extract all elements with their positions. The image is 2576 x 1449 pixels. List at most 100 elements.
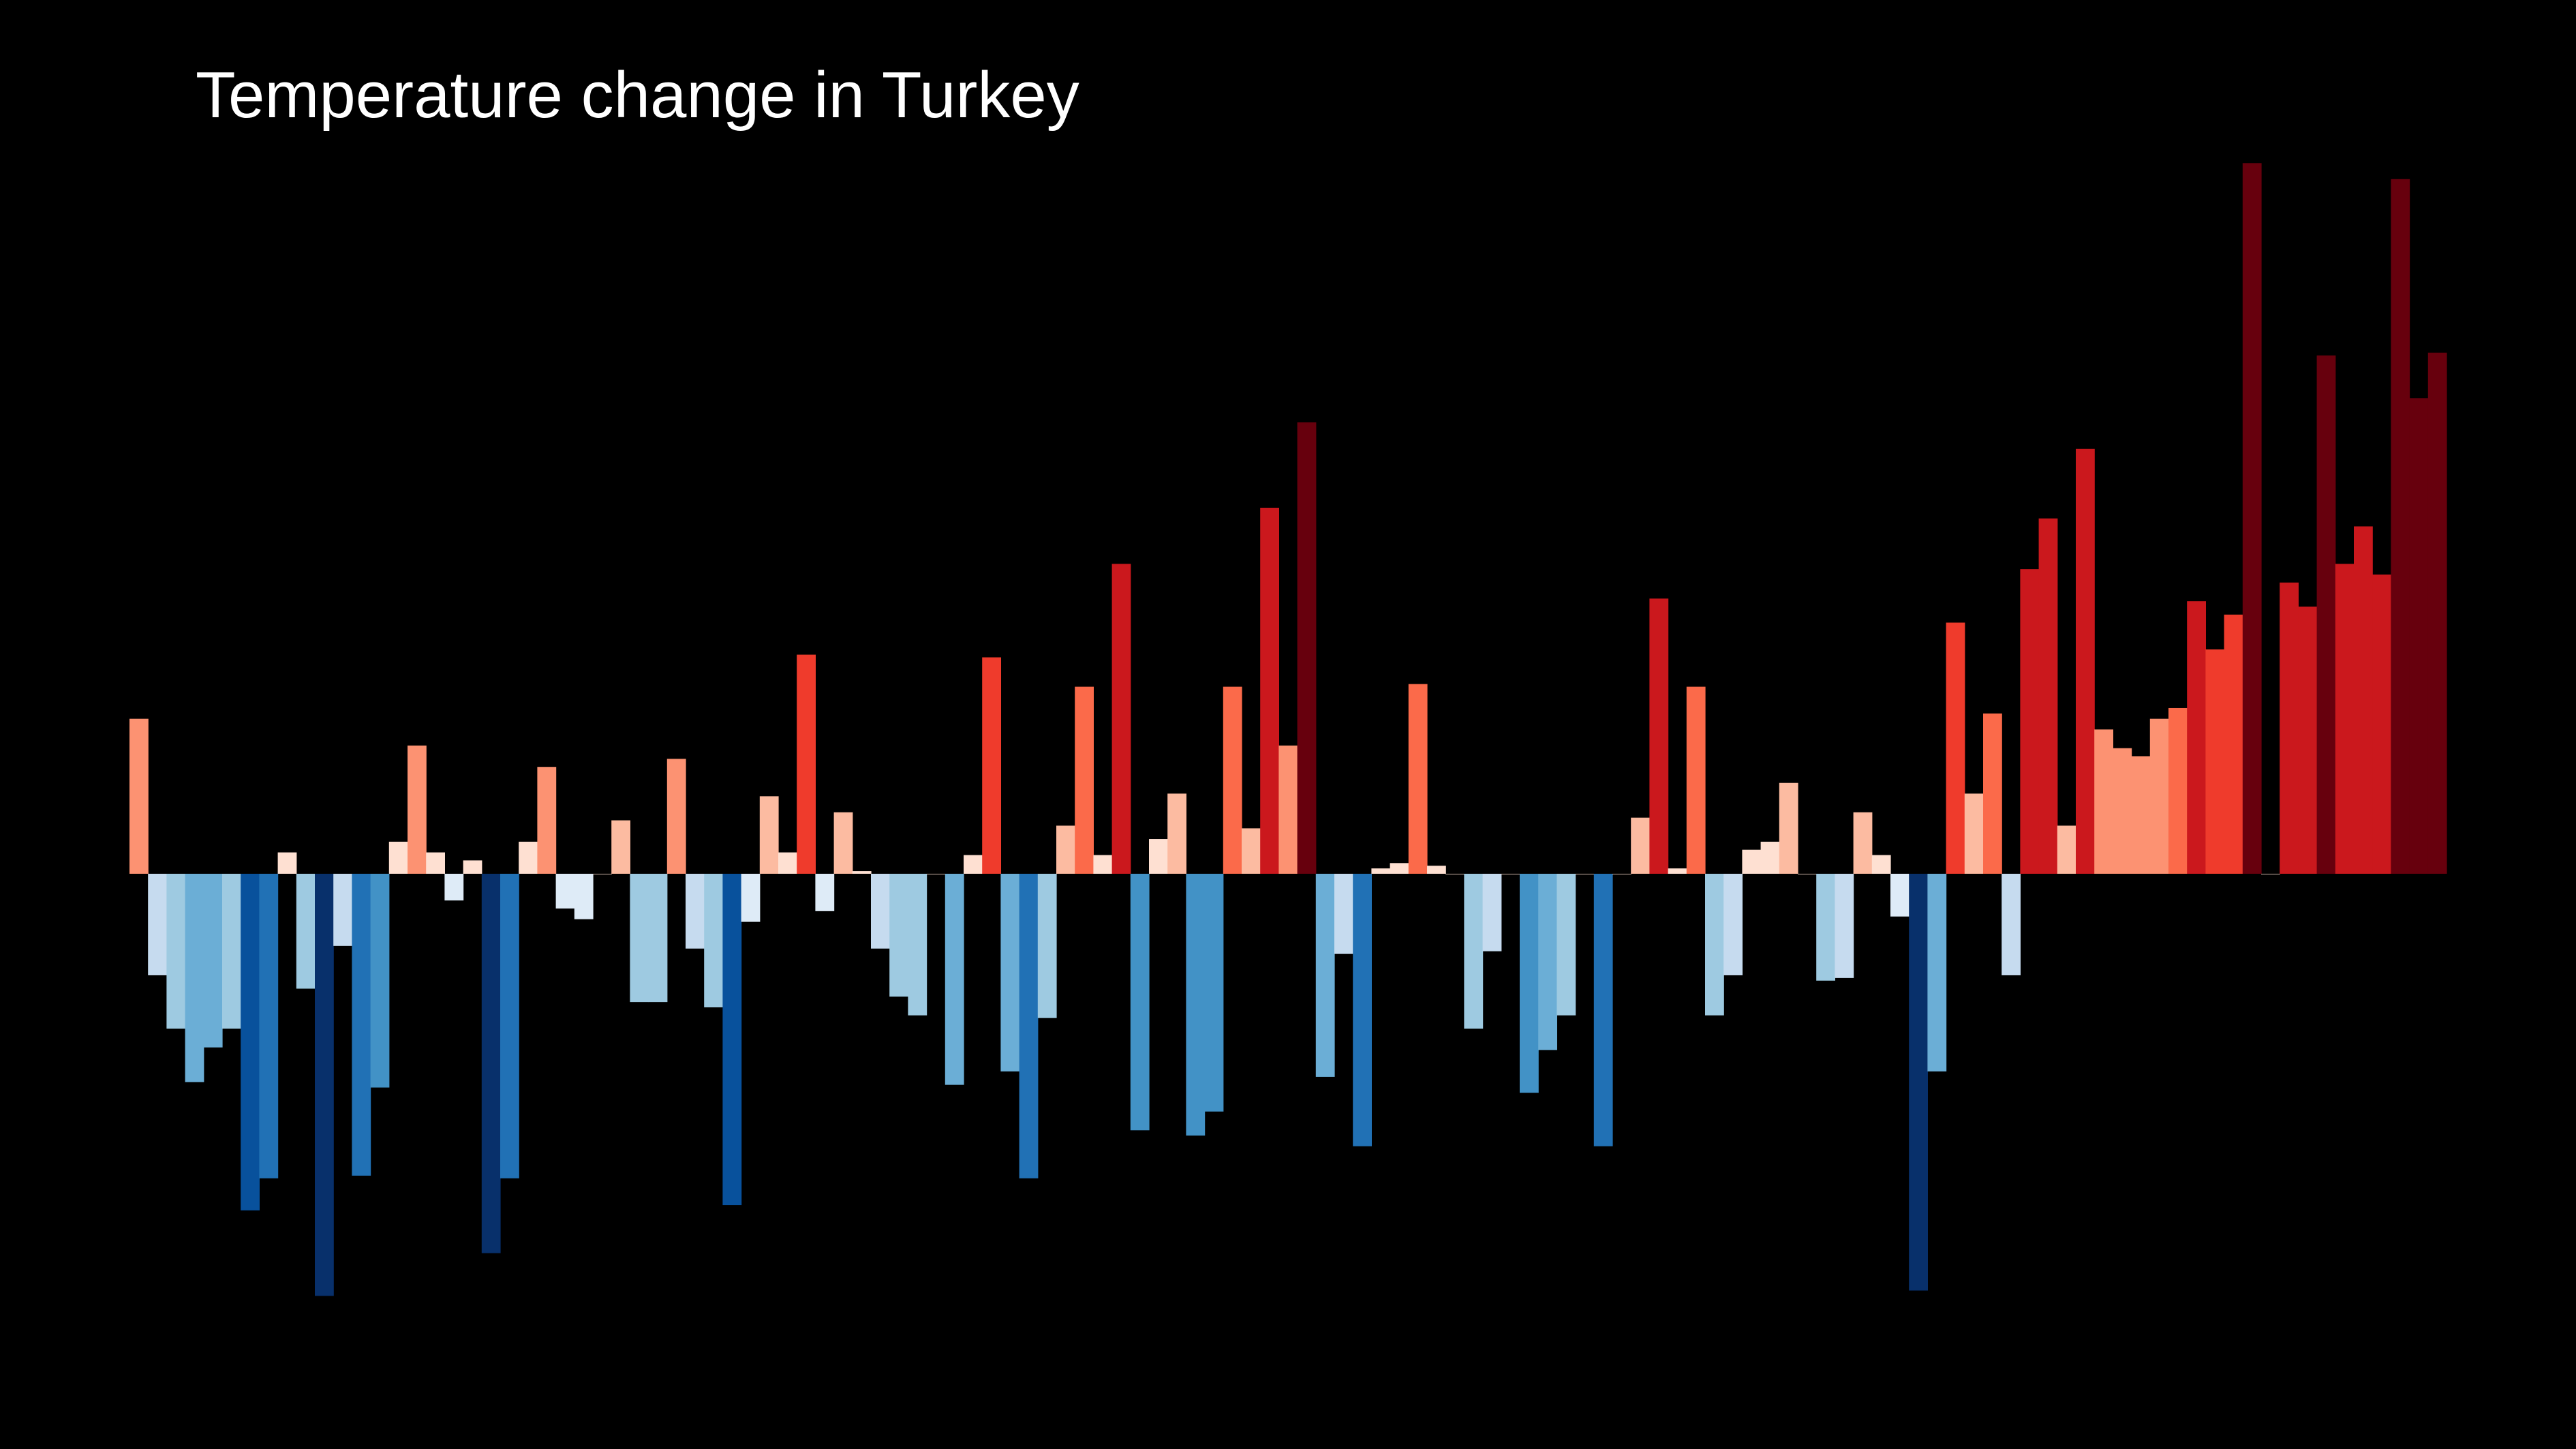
bar	[1056, 825, 1075, 874]
bar	[185, 874, 204, 1082]
bar	[2224, 614, 2243, 874]
bar	[1390, 863, 1409, 874]
bar	[704, 874, 723, 1007]
bar	[686, 874, 705, 949]
bar	[1686, 686, 1706, 874]
bar	[1037, 874, 1057, 1018]
bar	[148, 874, 167, 975]
bar	[889, 874, 908, 997]
bar	[2131, 756, 2151, 874]
bar	[1964, 793, 1984, 874]
bar	[1242, 828, 1261, 874]
bar	[2316, 355, 2336, 874]
bar	[908, 874, 927, 1016]
bar	[2205, 649, 2225, 874]
bar	[666, 759, 686, 874]
bar	[833, 812, 853, 874]
bar	[1167, 793, 1186, 874]
bar	[241, 874, 260, 1210]
bar	[463, 860, 482, 874]
bar	[1297, 422, 1317, 874]
bar	[741, 874, 761, 922]
bar	[2094, 729, 2113, 874]
bar	[2391, 179, 2410, 874]
bar	[2242, 163, 2262, 874]
bar	[1427, 866, 1446, 874]
bar	[1668, 868, 1687, 874]
bar	[945, 874, 964, 1085]
bar	[1075, 686, 1094, 874]
chart-title: Temperature change in Turkey	[196, 59, 1079, 132]
bar	[1019, 874, 1039, 1178]
bar	[1557, 874, 1576, 1016]
bar	[2187, 601, 2206, 874]
bar	[259, 874, 279, 1178]
bar	[574, 874, 594, 919]
bar	[444, 874, 464, 901]
bar	[129, 718, 149, 874]
bar	[1853, 812, 1873, 874]
bar	[1909, 874, 1928, 1291]
bar	[519, 841, 538, 874]
bar	[426, 852, 445, 874]
bar	[1742, 849, 1762, 874]
bar	[1649, 598, 1669, 874]
bar	[1111, 564, 1131, 874]
bar	[2038, 518, 2058, 874]
bar	[1000, 874, 1020, 1072]
bar	[1593, 874, 1613, 1146]
bar	[722, 874, 742, 1206]
bar	[611, 820, 630, 874]
bar	[2354, 526, 2373, 874]
bar	[1353, 874, 1372, 1146]
bar	[815, 874, 835, 911]
bar	[166, 874, 186, 1029]
bar	[1186, 874, 1206, 1136]
bar	[1371, 868, 1391, 874]
bar	[1093, 855, 1113, 874]
bar-series	[129, 163, 2447, 1296]
bar	[1779, 782, 1798, 874]
bar	[1835, 874, 1854, 978]
bar	[2372, 574, 2391, 874]
bar	[759, 796, 779, 874]
bar	[1223, 686, 1242, 874]
bar	[2168, 707, 2188, 874]
bar	[1204, 874, 1224, 1112]
bar	[1130, 874, 1150, 1131]
bar	[203, 874, 223, 1048]
bar	[852, 871, 872, 874]
bar	[1816, 874, 1835, 981]
bar	[1520, 874, 1539, 1093]
bar	[778, 852, 797, 874]
bar	[2335, 564, 2355, 874]
bar	[388, 841, 408, 874]
bar	[964, 855, 983, 874]
bar	[1315, 874, 1335, 1077]
bar	[982, 657, 1001, 874]
bar	[1464, 874, 1484, 1029]
bar	[2076, 448, 2095, 874]
bar	[2149, 718, 2169, 874]
bar	[1334, 874, 1353, 954]
bar	[1482, 874, 1502, 951]
bar	[2427, 352, 2447, 874]
bar	[1723, 874, 1743, 975]
bar	[370, 874, 390, 1088]
bar	[1871, 855, 1891, 874]
bar	[315, 874, 334, 1296]
bar	[296, 874, 316, 989]
bar	[2002, 874, 2021, 975]
bar	[2280, 582, 2299, 874]
bar	[2298, 607, 2318, 874]
bar	[333, 874, 352, 946]
bar	[1538, 874, 1557, 1050]
bar	[500, 874, 519, 1178]
bar	[2020, 569, 2040, 874]
bar	[537, 767, 557, 874]
bar	[871, 874, 890, 949]
bar	[1983, 713, 2002, 874]
bar	[1705, 874, 1724, 1016]
bar	[2409, 398, 2429, 874]
